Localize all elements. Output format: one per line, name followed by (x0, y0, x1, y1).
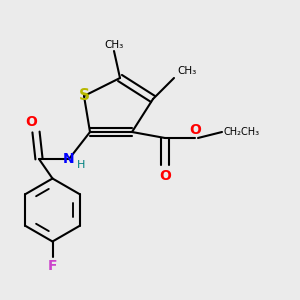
Text: CH₃: CH₃ (104, 40, 124, 50)
Text: F: F (48, 260, 57, 274)
Text: O: O (189, 122, 201, 136)
Text: O: O (26, 115, 38, 129)
Text: S: S (79, 88, 89, 104)
Text: O: O (159, 169, 171, 184)
Text: H: H (76, 160, 85, 170)
Text: CH₃: CH₃ (177, 67, 196, 76)
Text: CH₂CH₃: CH₂CH₃ (224, 127, 260, 137)
Text: N: N (63, 152, 75, 166)
